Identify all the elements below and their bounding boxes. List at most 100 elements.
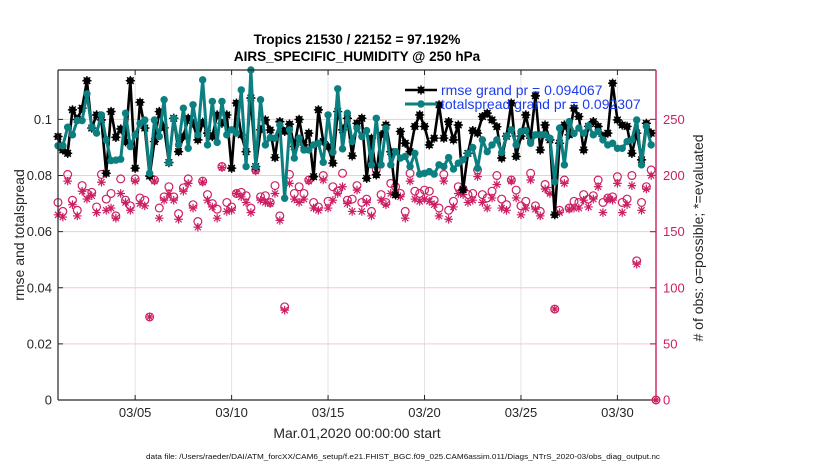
spread-point xyxy=(647,141,655,149)
possible-obs-marker xyxy=(222,197,232,207)
spread-point xyxy=(290,154,299,162)
evaluated-obs-marker xyxy=(275,216,285,225)
evaluated-obs-marker xyxy=(627,181,637,190)
spread-point xyxy=(522,126,530,135)
possible-obs-marker xyxy=(116,174,126,184)
spread-point xyxy=(276,121,284,129)
rmse-point xyxy=(111,132,121,142)
evaluated-obs-marker xyxy=(145,312,154,322)
evaluated-obs-marker xyxy=(511,193,521,203)
rmse-point xyxy=(63,148,73,158)
spread-point xyxy=(642,122,651,131)
evaluated-obs-marker xyxy=(227,206,236,215)
evaluated-obs-marker xyxy=(502,206,511,215)
possible-obs-marker xyxy=(444,205,454,215)
spread-point xyxy=(633,116,641,124)
spread-point xyxy=(358,132,366,141)
data-file-footnote: data file: /Users/raeder/DAI/ATM_forcXX/… xyxy=(146,452,660,461)
evaluated-obs-marker xyxy=(222,207,232,216)
evaluated-obs-marker xyxy=(603,194,613,204)
spread-point xyxy=(78,116,86,125)
evaluated-obs-marker xyxy=(439,176,449,186)
rmse-point xyxy=(371,170,381,180)
spread-point xyxy=(488,141,496,149)
evaluated-obs-marker xyxy=(497,203,506,213)
spread-point xyxy=(473,164,482,172)
spread-point xyxy=(599,136,607,144)
spread-point xyxy=(121,109,130,117)
spread-point xyxy=(579,129,588,137)
spread-point xyxy=(502,132,511,140)
rmse-point xyxy=(173,147,184,157)
possible-obs-marker xyxy=(424,186,434,196)
evaluated-obs-marker xyxy=(203,195,212,205)
spread-line xyxy=(58,68,653,200)
spread-point xyxy=(387,161,395,169)
spread-point xyxy=(179,104,188,112)
spread-point xyxy=(256,96,265,104)
spread-point xyxy=(213,138,221,147)
evaluated-obs-marker xyxy=(535,211,545,221)
spread-point xyxy=(594,127,602,136)
possible-obs-marker xyxy=(492,171,502,181)
spread-point xyxy=(507,126,516,134)
evaluated-obs-marker xyxy=(265,199,275,208)
rmse-point xyxy=(627,148,637,158)
evaluated-obs-marker xyxy=(150,176,159,186)
rmse-point xyxy=(492,122,502,132)
evaluated-obs-marker xyxy=(381,200,391,209)
spread-point xyxy=(353,124,361,132)
rmse-point xyxy=(135,97,145,107)
spread-point xyxy=(444,153,453,162)
evaluated-obs-marker xyxy=(560,179,569,188)
rmse-legend-label: rmse grand pr = 0.094067 xyxy=(441,82,603,98)
evaluated-obs-marker xyxy=(290,194,299,204)
spread-point xyxy=(237,86,245,94)
evaluated-obs-marker xyxy=(87,191,97,201)
evaluated-obs-marker xyxy=(487,193,497,203)
spread-point xyxy=(618,144,626,152)
evaluated-obs-marker xyxy=(526,175,535,185)
rmse-point xyxy=(506,98,516,108)
evaluated-obs-marker xyxy=(261,198,270,207)
evaluated-obs-marker xyxy=(72,211,82,221)
rmse-point xyxy=(106,106,116,117)
spread-point xyxy=(575,124,583,132)
chart-title-line-2: AIRS_SPECIFIC_HUMIDITY @ 250 hPa xyxy=(234,49,481,64)
possible-obs-marker xyxy=(516,201,526,211)
rmse-point xyxy=(540,120,550,130)
evaluated-obs-marker xyxy=(328,195,338,205)
evaluated-obs-marker xyxy=(333,189,343,198)
evaluated-obs-marker xyxy=(584,202,593,212)
evaluated-obs-marker xyxy=(217,163,227,172)
spread-point xyxy=(232,129,241,137)
y-tick-label: 0.1 xyxy=(34,112,52,127)
spread-point xyxy=(551,177,559,186)
possible-obs-marker xyxy=(627,171,637,181)
spread-point xyxy=(252,162,260,171)
possible-obs-marker xyxy=(101,194,111,204)
spread-point xyxy=(555,124,564,132)
rmse-point xyxy=(439,133,449,143)
tick-labels: 03/05 03/10 03/15 03/20 03/25 03/30 0 0.02 0.04 0… xyxy=(27,112,685,420)
rmse-point xyxy=(125,76,135,86)
evaluated-obs-marker xyxy=(309,203,318,213)
evaluated-obs-marker xyxy=(468,195,478,205)
rmse-point xyxy=(521,110,531,120)
evaluated-obs-marker xyxy=(613,179,622,188)
evaluated-obs-marker xyxy=(357,207,367,216)
spread-legend-label: totalspread grand pr = 0.092307 xyxy=(441,96,641,112)
evaluated-obs-marker xyxy=(593,182,603,192)
spread-point xyxy=(92,129,101,137)
rmse-point xyxy=(603,128,613,138)
evaluated-obs-marker xyxy=(135,199,145,208)
y2-tick-label: 100 xyxy=(663,280,685,295)
evaluated-obs-marker xyxy=(111,213,121,223)
evaluated-obs-marker xyxy=(405,176,415,186)
spread-point xyxy=(565,117,573,126)
rmse-point xyxy=(67,105,78,115)
rmse-point xyxy=(448,135,459,145)
rmse-point xyxy=(390,190,401,200)
rmse-point xyxy=(265,125,275,135)
spread-point xyxy=(97,111,106,119)
